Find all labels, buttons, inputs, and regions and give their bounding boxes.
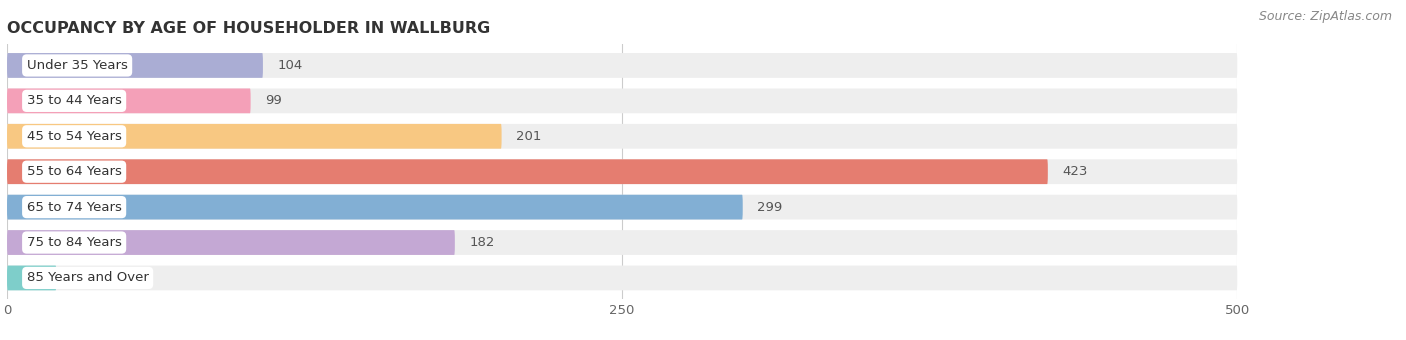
FancyBboxPatch shape [7,195,1237,220]
Text: Under 35 Years: Under 35 Years [27,59,128,72]
FancyBboxPatch shape [7,195,742,220]
FancyBboxPatch shape [7,88,1237,113]
Text: OCCUPANCY BY AGE OF HOUSEHOLDER IN WALLBURG: OCCUPANCY BY AGE OF HOUSEHOLDER IN WALLB… [7,21,491,36]
Text: 75 to 84 Years: 75 to 84 Years [27,236,121,249]
FancyBboxPatch shape [7,159,1047,184]
Text: 55 to 64 Years: 55 to 64 Years [27,165,121,178]
Text: Source: ZipAtlas.com: Source: ZipAtlas.com [1258,10,1392,23]
Text: 20: 20 [70,271,89,285]
Text: 182: 182 [470,236,495,249]
Text: 299: 299 [758,201,783,214]
FancyBboxPatch shape [7,159,1237,184]
FancyBboxPatch shape [7,230,456,255]
Text: 85 Years and Over: 85 Years and Over [27,271,149,285]
FancyBboxPatch shape [7,124,1237,149]
Text: 65 to 74 Years: 65 to 74 Years [27,201,121,214]
Text: 35 to 44 Years: 35 to 44 Years [27,95,121,107]
FancyBboxPatch shape [7,266,1237,290]
FancyBboxPatch shape [7,53,263,78]
Text: 45 to 54 Years: 45 to 54 Years [27,130,121,143]
FancyBboxPatch shape [7,266,56,290]
Text: 423: 423 [1063,165,1088,178]
Text: 104: 104 [278,59,302,72]
Text: 99: 99 [266,95,283,107]
FancyBboxPatch shape [7,124,502,149]
FancyBboxPatch shape [7,53,1237,78]
FancyBboxPatch shape [7,230,1237,255]
FancyBboxPatch shape [7,88,250,113]
Text: 201: 201 [516,130,541,143]
